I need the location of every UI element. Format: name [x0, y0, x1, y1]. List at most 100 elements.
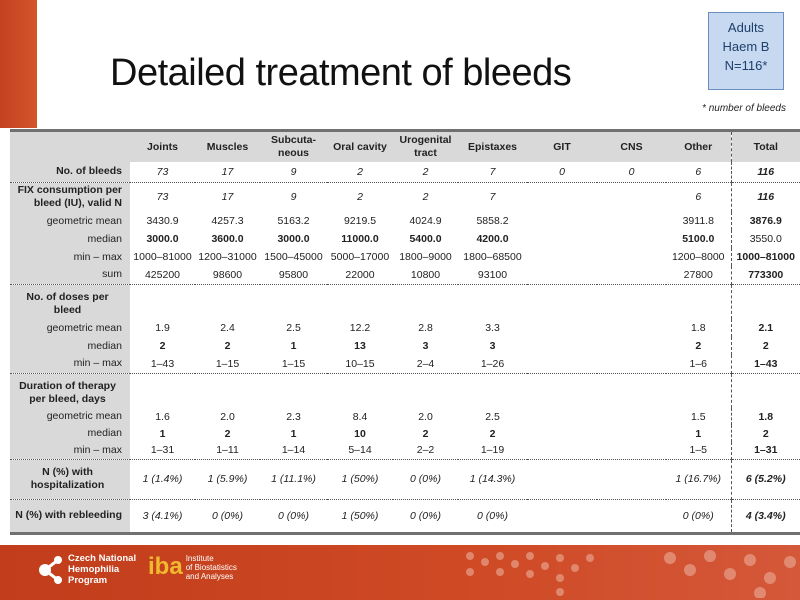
table-row: min – max 1–31 1–11 1–14 5–14 2–2 1–19 1–5 1–31 [10, 442, 800, 460]
table-cell: 5858.2 [476, 215, 509, 227]
table-row: geometric mean 3430.9 4257.3 5163.2 9219.5 40… [10, 212, 800, 230]
table-cell: 10800 [393, 266, 458, 285]
table-cell: 116 [730, 182, 800, 212]
table-cell: 93100 [458, 266, 527, 285]
table-cell: 9 [260, 162, 327, 183]
table-cell: 1–43 [730, 355, 800, 374]
table-cell: 3.3 [485, 322, 500, 334]
table-cell: 17 [221, 191, 234, 204]
table-cell: 0 (0%) [212, 509, 243, 522]
table-cell [527, 319, 597, 337]
iba-subtitle: of Biostatistics [185, 562, 237, 572]
row-label: N (%) with hospitalization [10, 459, 130, 500]
table-cell: 2–2 [393, 442, 458, 460]
table-cell: 22000 [327, 266, 393, 285]
table-cell [260, 284, 327, 319]
row-label: N (%) with rebleeding [10, 499, 130, 533]
table-row: N (%) with rebleeding 3 (4.1%) 0 (0%) 0 (0%… [10, 499, 800, 533]
table-cell [527, 408, 597, 425]
table-cell: 2 [393, 162, 458, 183]
table-cell: 1.9 [155, 322, 170, 334]
table-cell: 4200.0 [476, 233, 509, 245]
row-label: No. of bleeds [10, 162, 130, 183]
table-cell: 3 [422, 340, 429, 352]
table-cell: 1500–45000 [264, 251, 323, 263]
table-cell [195, 284, 260, 319]
table-cell: 1–14 [260, 442, 327, 460]
table-cell: 7 [458, 162, 527, 183]
row-label: Duration of therapy per bleed, days [10, 373, 130, 408]
table-cell: 12.2 [349, 322, 371, 334]
row-label: No. of doses per bleed [10, 284, 130, 319]
table-cell: 2.1 [730, 319, 800, 337]
table-cell: 4257.3 [211, 215, 244, 227]
table-cell: 17 [195, 162, 260, 183]
table-cell: 2–4 [393, 355, 458, 374]
table-row: geometric mean 1.6 2.0 2.3 8.4 2.0 2.5 1.5 1.8 [10, 408, 800, 425]
table-cell [527, 212, 597, 230]
table-cell: 1–26 [458, 355, 527, 374]
table-cell: 5100.0 [682, 233, 715, 245]
table-cell: 6 (5.2%) [730, 459, 800, 500]
table-row: sum 425200 98600 95800 22000 10800 93100 27800 7… [10, 266, 800, 285]
table-cell: 2.0 [220, 410, 235, 423]
table-cell [527, 182, 597, 212]
table-cell [130, 284, 195, 319]
table-row: geometric mean 1.9 2.4 2.5 12.2 2.8 3.3 1.8 2.1 [10, 319, 800, 337]
table-cell: 2 [159, 340, 166, 352]
table-cell: 1–6 [666, 355, 731, 374]
row-label: sum [10, 266, 130, 285]
row-label: min – max [10, 355, 130, 374]
table-cell [597, 337, 666, 355]
table-cell: 3550.0 [730, 230, 800, 248]
table-cell: 2 [730, 425, 800, 442]
table-row: median 3000.0 3600.0 3000.0 11000.0 5400.0 420… [10, 230, 800, 248]
slide-title: Detailed treatment of bleeds [110, 52, 572, 94]
table-cell: 1–15 [195, 355, 260, 374]
table-cell: 2 [422, 191, 429, 204]
table-cell [597, 248, 666, 266]
table-cell: 2 [357, 191, 363, 204]
table-cell [393, 373, 458, 408]
table-cell [730, 373, 800, 408]
table-cell [527, 442, 597, 460]
table-cell [597, 182, 666, 212]
population-badge: Adults Haem B N=116* [708, 12, 784, 90]
table-cell: 1–31 [130, 442, 195, 460]
table-cell: 6 [695, 191, 702, 204]
table-cell: 0 (0%) [393, 459, 458, 500]
table-cell [527, 425, 597, 442]
table-cell: 1 [290, 340, 297, 352]
table-cell [597, 230, 666, 248]
table-cell: 1 (14.3%) [458, 459, 527, 500]
row-label: geometric mean [10, 408, 130, 425]
row-label: median [10, 230, 130, 248]
column-header: Urogenital tract [393, 130, 458, 162]
table-row: min – max 1–43 1–15 1–15 10–15 2–4 1–26 1–6 1–43 [10, 355, 800, 374]
table-cell: 3 [489, 340, 496, 352]
table-cell: 1.8 [730, 408, 800, 425]
table-cell: 5163.2 [277, 215, 310, 227]
table-cell: 11000.0 [341, 233, 379, 245]
table-cell [597, 284, 666, 319]
table-cell: 3 (4.1%) [142, 509, 183, 522]
table-cell: 773300 [730, 266, 800, 285]
bleeds-table: Joints Muscles Subcuta-neous Oral cavity Uro… [10, 129, 800, 535]
table-cell: 1.8 [690, 322, 706, 334]
table-cell: 1 [290, 427, 297, 440]
table-row: FIX consumption per bleed (IU), valid N 7… [10, 182, 800, 212]
table-row: N (%) with hospitalization 1 (1.4%) 1 (5.9… [10, 459, 800, 500]
table-cell: 1 (5.9%) [195, 459, 260, 500]
footnote: * number of bleeds [702, 103, 786, 114]
table-cell: 5000–17000 [330, 251, 390, 263]
table-row: min – max 1000–81000 1200–31000 1500–45000 5… [10, 248, 800, 266]
table-cell: 1 (11.1%) [260, 459, 327, 500]
column-header: Muscles [195, 130, 260, 162]
table-cell [597, 499, 666, 533]
table-cell [327, 284, 393, 319]
badge-line: Adults [727, 20, 765, 35]
table-cell: 3430.9 [146, 215, 179, 227]
table-cell: 1 (1.4%) [130, 459, 195, 500]
table-cell [458, 284, 527, 319]
table-cell [527, 355, 597, 374]
